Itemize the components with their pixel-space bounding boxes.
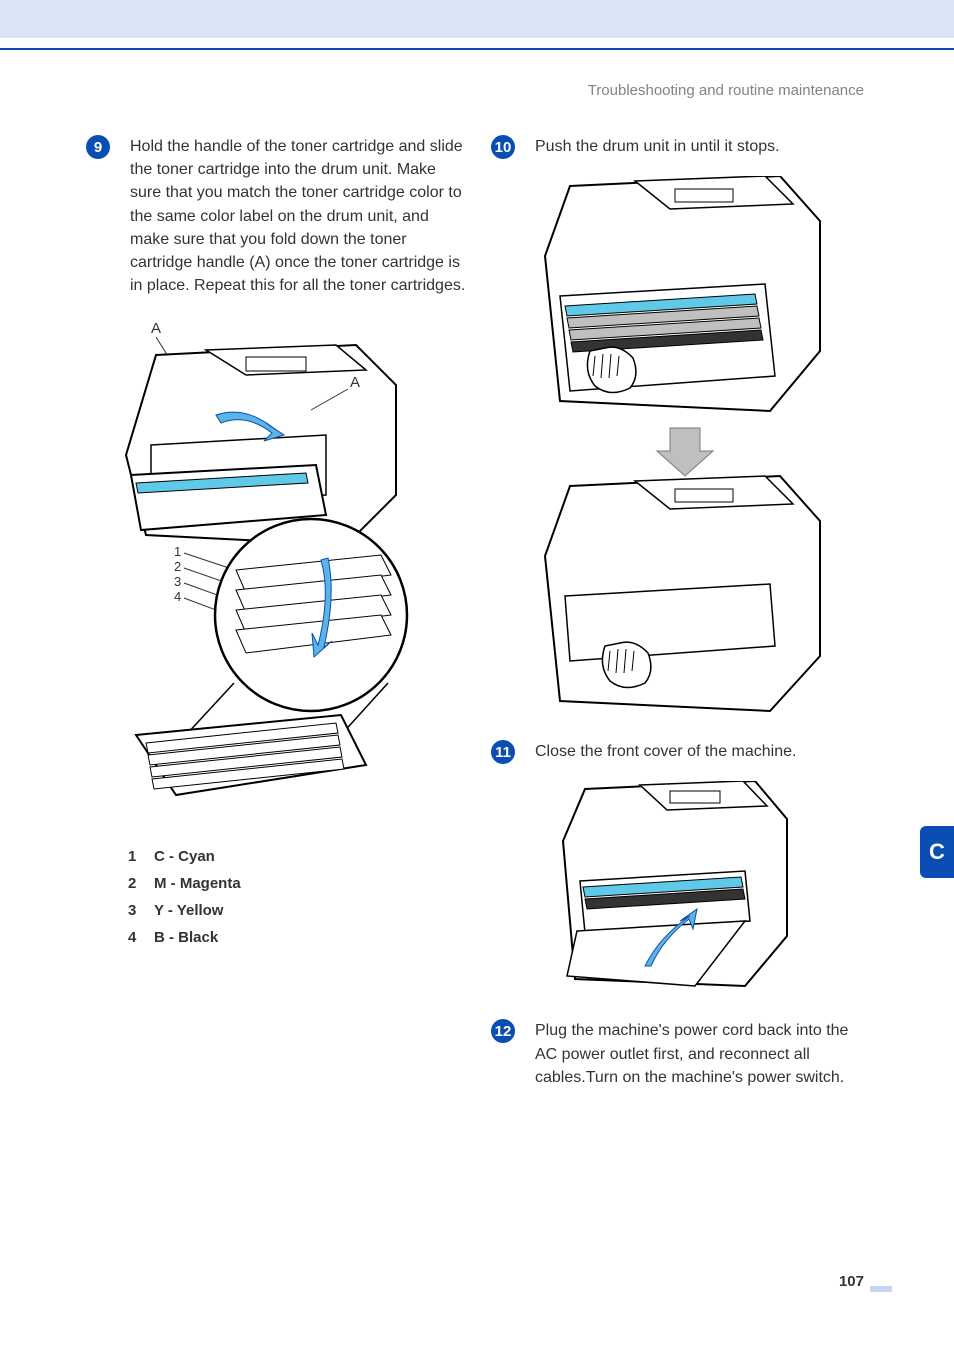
printer-drawer-closed-icon — [545, 476, 820, 711]
step-11: 11 Close the front cover of the machine. — [493, 740, 873, 763]
step-9-diagram: A A 1 2 — [96, 315, 468, 830]
legend-row: 2M - Magenta — [128, 875, 468, 892]
header-rule — [0, 48, 954, 50]
section-tab: C — [920, 826, 954, 878]
step-text: Hold the handle of the toner cartridge a… — [130, 135, 468, 297]
step-text: Close the front cover of the machine. — [535, 740, 873, 763]
step-10-diagram — [535, 176, 873, 726]
step-text: Plug the machine's power cord back into … — [535, 1019, 873, 1089]
callout-num-4: 4 — [174, 589, 181, 604]
legend-label: Y - Yellow — [154, 902, 223, 919]
step-number-badge: 11 — [491, 740, 515, 764]
legend-label: M - Magenta — [154, 875, 241, 892]
magnifier-detail-icon — [215, 519, 407, 711]
callout-a-right: A — [350, 374, 360, 391]
legend-row: 1C - Cyan — [128, 848, 468, 865]
legend-num: 2 — [128, 875, 154, 892]
step-10: 10 Push the drum unit in until it stops. — [493, 135, 873, 158]
legend-label: B - Black — [154, 929, 218, 946]
printer-drawer-open-icon — [545, 176, 820, 411]
step-number-badge: 9 — [86, 135, 110, 159]
drum-unit-icon — [136, 715, 366, 795]
page-content: 9 Hold the handle of the toner cartridge… — [88, 135, 884, 1278]
step-11-diagram — [555, 781, 873, 1001]
legend-num: 3 — [128, 902, 154, 919]
breadcrumb: Troubleshooting and routine maintenance — [588, 82, 864, 99]
color-legend: 1C - Cyan 2M - Magenta 3Y - Yellow 4B - … — [128, 848, 468, 946]
right-column: 10 Push the drum unit in until it stops. — [493, 135, 873, 1107]
step-9: 9 Hold the handle of the toner cartridge… — [88, 135, 468, 297]
legend-label: C - Cyan — [154, 848, 215, 865]
callout-a-top: A — [151, 320, 161, 337]
left-column: 9 Hold the handle of the toner cartridge… — [88, 135, 468, 956]
step-12: 12 Plug the machine's power cord back in… — [493, 1019, 873, 1089]
step-number-badge: 10 — [491, 135, 515, 159]
page-tick-icon — [870, 1286, 892, 1292]
close-cover-illustration — [555, 781, 795, 996]
legend-num: 4 — [128, 929, 154, 946]
legend-row: 3Y - Yellow — [128, 902, 468, 919]
step-text: Push the drum unit in until it stops. — [535, 135, 873, 158]
push-drum-illustration — [535, 176, 835, 721]
step-number-badge: 12 — [491, 1019, 515, 1043]
page-number: 107 — [839, 1273, 864, 1290]
callout-num-2: 2 — [174, 559, 181, 574]
printer-close-cover-icon — [563, 781, 787, 986]
callout-num-1: 1 — [174, 544, 181, 559]
legend-num: 1 — [128, 848, 154, 865]
legend-row: 4B - Black — [128, 929, 468, 946]
callout-num-3: 3 — [174, 574, 181, 589]
arrow-down-icon — [657, 428, 713, 476]
header-bar — [0, 0, 954, 38]
printer-cartridge-illustration: A A 1 2 — [96, 315, 456, 825]
